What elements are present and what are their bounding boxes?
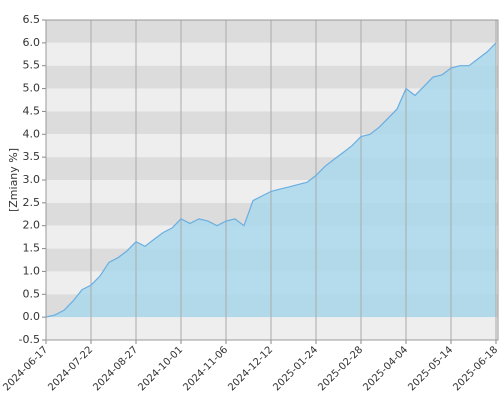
y-tick-label: 1.5	[23, 242, 41, 255]
y-tick-label: 0.0	[23, 310, 41, 323]
y-axis-label: [Zmiany %]	[7, 148, 20, 212]
plot-border	[45, 19, 499, 341]
x-tick-label: 2024-12-12	[226, 344, 275, 393]
x-tick-label: 2025-06-18	[451, 344, 500, 393]
grid-band	[46, 20, 498, 43]
y-tick-label: 6.5	[23, 13, 41, 26]
grid-band	[46, 65, 498, 89]
x-tick-label: 2025-01-24	[271, 344, 320, 393]
y-tick-label: 3.5	[23, 150, 41, 163]
line	[45, 42, 497, 318]
grid-band	[46, 42, 498, 66]
x-tick-label: 2024-08-27	[91, 344, 140, 393]
y-tick-label: 5.5	[23, 59, 41, 72]
y-tick-label: 0.5	[23, 287, 41, 300]
x-tick-label: 2024-11-06	[181, 344, 230, 393]
y-tick-label: 6.0	[23, 36, 41, 49]
x-tick-label: 2025-04-04	[361, 344, 410, 393]
x-tick-label: 2024-07-22	[46, 344, 95, 393]
x-tick-label: 2024-06-17	[1, 344, 50, 393]
x-tick-label: 2024-10-01	[136, 344, 185, 393]
y-tick-label: 3.0	[23, 173, 41, 186]
grid-band	[46, 317, 498, 340]
y-tick-label: 1.0	[23, 264, 41, 277]
y-tick-label: 4.0	[23, 127, 41, 140]
y-tick-label: -0.5	[19, 333, 40, 346]
grid-band	[46, 88, 498, 112]
y-tick-label: 5.0	[23, 82, 41, 95]
x-tick-label: 2025-05-14	[406, 344, 455, 393]
y-tick-label: 4.5	[23, 104, 41, 117]
y-tick-label: 2.0	[23, 219, 41, 232]
area	[46, 42, 496, 318]
y-tick-label: 2.5	[23, 196, 41, 209]
x-tick-label: 2025-02-28	[316, 344, 365, 393]
